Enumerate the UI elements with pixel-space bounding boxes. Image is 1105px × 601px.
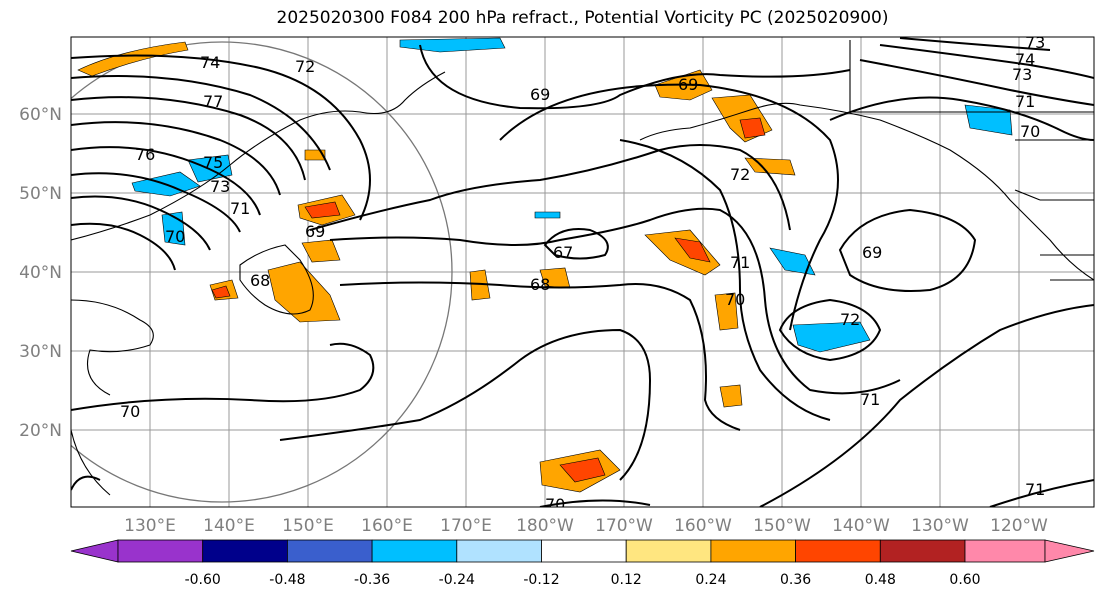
contour-label: 74: [200, 53, 220, 72]
contour-label: 69: [678, 75, 698, 94]
contour-label: 76: [135, 145, 155, 164]
map-frame: [70, 36, 1095, 508]
lat-label: 60°N: [19, 105, 62, 125]
colorbar-tick-label: -0.60: [185, 572, 221, 588]
contour-label: 72: [840, 310, 860, 329]
lon-label: 170°E: [440, 516, 492, 536]
colorbar-bin: [202, 539, 288, 563]
contour-label: 73: [1012, 65, 1032, 84]
colorbar-tick-label: 0.24: [695, 572, 726, 588]
colorbar-bin: [964, 539, 1046, 563]
colorbar-tick-label: 0.36: [780, 572, 811, 588]
contour-label: 71: [230, 199, 250, 218]
lon-label: 160°E: [361, 516, 413, 536]
contour-label: 70: [1020, 122, 1040, 141]
colorbar-bin: [625, 539, 712, 563]
lon-label: 150°W: [753, 516, 811, 536]
colorbar-bin: [286, 539, 373, 563]
contour-label: 73: [1025, 33, 1045, 52]
lat-label: 40°N: [19, 263, 62, 283]
range-circle: [71, 41, 453, 503]
lon-label: 180°W: [516, 516, 574, 536]
colorbar-bin: [879, 539, 966, 563]
colorbar-tick-label: -0.48: [269, 572, 305, 588]
colorbar: [70, 539, 1095, 563]
colorbar-tick-label: -0.24: [439, 572, 475, 588]
colorbar-tick-label: 0.60: [949, 572, 980, 588]
lon-label: 130°E: [124, 516, 176, 536]
contour-label: 70: [725, 290, 745, 309]
colorbar-bin: [117, 539, 204, 563]
lon-label: 130°W: [911, 516, 969, 536]
colorbar-bin: [710, 539, 797, 563]
colorbar-tick-label: 0.48: [865, 572, 896, 588]
colorbar-bin: [371, 539, 458, 563]
contour-label: 73: [210, 177, 230, 196]
contour-label: 71: [1015, 92, 1035, 111]
colorbar-bin: [795, 539, 881, 563]
contour-label: 69: [862, 243, 882, 262]
contour-label-group: 74 72 77 76 75 73 71 70 69 68 69 67 68 6…: [120, 33, 1045, 514]
contour-label: 69: [530, 85, 550, 104]
colorbar-ticks: -0.60 -0.48 -0.36 -0.24 -0.12 0.12 0.24 …: [185, 572, 981, 588]
contour-label: 77: [203, 92, 223, 111]
colorbar-tick-label: -0.12: [523, 572, 559, 588]
colorbar-extend-high: [1044, 539, 1095, 563]
lon-label: 120°W: [990, 516, 1048, 536]
map-title: 2025020300 F084 200 hPa refract., Potent…: [276, 8, 889, 28]
contour-label: 72: [295, 57, 315, 76]
lat-label: 20°N: [19, 421, 62, 441]
contour-label: 70: [545, 495, 565, 514]
lat-axis-labels: 60°N 50°N 40°N 30°N 20°N: [19, 105, 62, 441]
contour-label: 71: [860, 390, 880, 409]
contours: [71, 37, 1094, 507]
contour-label: 70: [165, 227, 185, 246]
colorbar-bin: [541, 539, 627, 563]
lon-label: 160°W: [674, 516, 732, 536]
lon-label: 140°E: [203, 516, 255, 536]
contour-label: 75: [203, 153, 223, 172]
lat-label: 50°N: [19, 184, 62, 204]
contour-label: 71: [1025, 480, 1045, 499]
contour-label: 67: [553, 243, 573, 262]
lon-label: 150°E: [282, 516, 334, 536]
contour-label: 69: [305, 222, 325, 241]
colorbar-tick-label: 0.12: [611, 572, 642, 588]
contour-label: 71: [730, 253, 750, 272]
contour-label: 68: [530, 275, 550, 294]
lat-label: 30°N: [19, 342, 62, 362]
contour-label: 68: [250, 271, 270, 290]
pv-shading: [77, 37, 1013, 493]
colorbar-extend-low: [70, 539, 119, 563]
lon-label: 170°W: [595, 516, 653, 536]
contour-label: 74: [1015, 50, 1035, 69]
colorbar-tick-label: -0.36: [354, 572, 390, 588]
contour-label: 70: [120, 402, 140, 421]
lon-label: 140°W: [832, 516, 890, 536]
lon-axis-labels: 130°E 140°E 150°E 160°E 170°E 180°W 170°…: [124, 516, 1048, 536]
contour-label: 72: [730, 165, 750, 184]
colorbar-bin: [456, 539, 542, 563]
